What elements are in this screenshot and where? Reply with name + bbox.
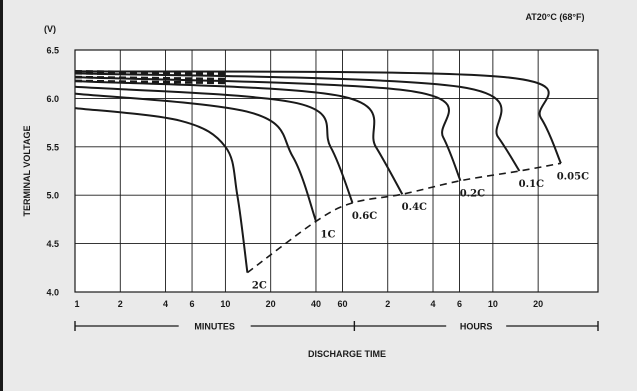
- x-tick-label-minutes: 2: [118, 299, 123, 309]
- y-tick-label: 4.5: [46, 239, 59, 249]
- y-unit-label: (V): [44, 24, 56, 34]
- hours-label: HOURS: [460, 322, 493, 332]
- x-tick-label-minutes: 1: [74, 299, 79, 309]
- series-line-0_2C: [74, 76, 462, 182]
- y-tick-label: 5.5: [46, 142, 59, 152]
- x-tick-label-hours: 20: [533, 299, 543, 309]
- x-tick-label-minutes: 20: [266, 299, 276, 309]
- plot-area: [75, 50, 598, 292]
- minutes-label: MINUTES: [194, 322, 235, 332]
- series-label: 0.05C: [557, 171, 589, 182]
- series-line-1C: [74, 92, 317, 222]
- chart-title: AT20°C (68°F): [525, 12, 584, 22]
- series-label: 0.1C: [519, 179, 544, 190]
- series-line-0_05C: [74, 70, 562, 164]
- x-tick-label-hours: 2: [385, 299, 390, 309]
- x-tick-label-hours: 6: [457, 299, 462, 309]
- series-label: 0.6C: [352, 211, 377, 222]
- series-line-0_4C: [74, 80, 404, 195]
- plot-border: [74, 49, 599, 293]
- series-line-2C: [74, 107, 249, 273]
- x-tick-label-hours: 10: [488, 299, 498, 309]
- y-tick-label: 6.5: [46, 46, 59, 56]
- y-tick-label: 5.0: [46, 191, 59, 201]
- series-line-0_1C: [74, 72, 521, 172]
- x-axis-label: DISCHARGE TIME: [308, 349, 386, 359]
- x-tick-label-minutes: 10: [220, 299, 230, 309]
- x-tick-label-minutes: 60: [337, 299, 347, 309]
- x-tick-label-hours: 4: [431, 299, 436, 309]
- x-tick-label-minutes: 6: [190, 299, 195, 309]
- series-line-0_6C: [74, 85, 354, 204]
- x-tick-label-minutes: 4: [163, 299, 168, 309]
- series-label: 0.2C: [460, 189, 485, 200]
- x-tick-label-minutes: 40: [311, 299, 321, 309]
- series-label: 1C: [321, 229, 336, 240]
- series-label: 0.4C: [402, 202, 427, 213]
- y-tick-label: 6.0: [46, 94, 59, 104]
- y-axis-label: TERMINAL VOLTAGE: [22, 126, 32, 217]
- y-tick-label: 4.0: [46, 288, 59, 298]
- series-label: 2C: [252, 281, 267, 292]
